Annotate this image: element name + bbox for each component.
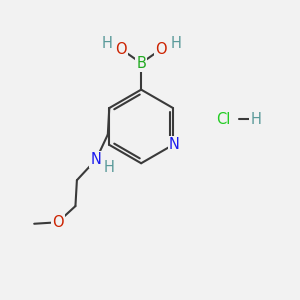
Text: O: O [116, 42, 127, 57]
Text: H: H [101, 37, 112, 52]
Text: O: O [155, 42, 167, 57]
Text: H: H [170, 37, 181, 52]
Text: Cl: Cl [216, 112, 231, 127]
Text: N: N [169, 137, 180, 152]
Text: H: H [250, 112, 261, 127]
Text: N: N [91, 152, 101, 167]
Text: B: B [136, 56, 146, 70]
Text: H: H [104, 160, 115, 175]
Text: O: O [52, 215, 64, 230]
